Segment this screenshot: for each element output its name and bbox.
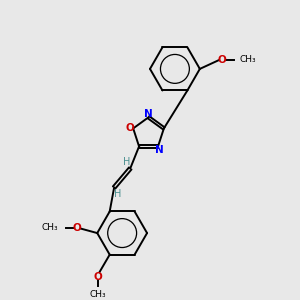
Text: CH₃: CH₃ (42, 223, 58, 232)
Text: N: N (144, 109, 153, 119)
Text: CH₃: CH₃ (90, 290, 106, 299)
Text: O: O (125, 123, 134, 134)
Text: CH₃: CH₃ (239, 55, 256, 64)
Text: O: O (94, 272, 102, 282)
Text: H: H (114, 189, 122, 199)
Text: O: O (218, 55, 226, 64)
Text: O: O (73, 223, 82, 233)
Text: H: H (123, 157, 130, 167)
Text: N: N (155, 145, 164, 155)
